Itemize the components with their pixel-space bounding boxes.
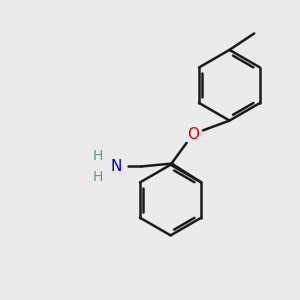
Text: N: N bbox=[111, 159, 122, 174]
Text: H: H bbox=[92, 149, 103, 163]
Text: H: H bbox=[92, 170, 103, 184]
Text: O: O bbox=[187, 127, 199, 142]
